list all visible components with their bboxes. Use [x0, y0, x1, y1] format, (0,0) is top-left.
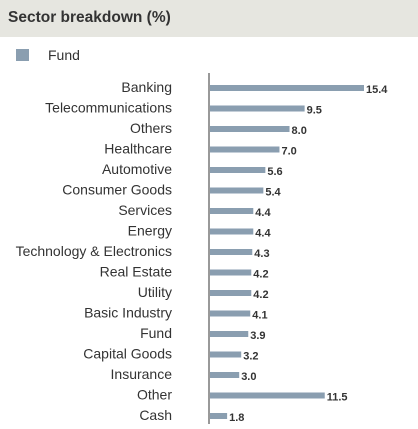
- value-label: 9.5: [307, 105, 322, 117]
- legend-swatch: [16, 49, 29, 61]
- bar: [209, 167, 266, 173]
- bar: [209, 310, 251, 317]
- bar: [209, 146, 280, 153]
- chart-header: Sector breakdown (%): [0, 0, 418, 37]
- bar: [209, 85, 364, 91]
- category-label: Real Estate: [100, 264, 173, 280]
- category-label: Energy: [128, 223, 172, 239]
- category-label: Consumer Goods: [62, 182, 172, 198]
- bar: [209, 208, 254, 214]
- category-label: Basic Industry: [84, 305, 172, 321]
- category-label: Cash: [139, 407, 172, 423]
- bar: [209, 187, 264, 194]
- category-label: Others: [130, 120, 172, 136]
- value-label: 15.4: [366, 84, 388, 96]
- category-label: Capital Goods: [83, 346, 172, 362]
- chart-title: Sector breakdown (%): [8, 9, 171, 26]
- category-label: Other: [137, 387, 172, 403]
- value-label: 7.0: [281, 146, 296, 158]
- value-label: 3.9: [250, 330, 265, 342]
- value-label: 8.0: [292, 125, 307, 137]
- bar: [209, 269, 252, 276]
- category-label: Banking: [121, 79, 172, 95]
- category-label: Insurance: [111, 366, 173, 382]
- value-label: 11.5: [327, 392, 348, 404]
- value-label: 3.0: [241, 371, 256, 383]
- value-label: 5.6: [267, 166, 282, 178]
- category-label: Telecommunications: [45, 100, 172, 116]
- bar: [209, 413, 228, 419]
- value-label: 4.4: [255, 207, 271, 219]
- category-label: Utility: [138, 284, 172, 300]
- category-label: Healthcare: [104, 141, 172, 157]
- category-label: Automotive: [102, 161, 172, 177]
- value-label: 4.4: [255, 228, 271, 240]
- category-label: Technology & Electronics: [16, 243, 172, 259]
- value-label: 1.8: [229, 412, 244, 424]
- value-label: 4.2: [253, 289, 268, 301]
- bar: [209, 105, 305, 112]
- value-label: 4.3: [254, 248, 269, 260]
- bar: [209, 228, 254, 235]
- category-label: Services: [118, 202, 172, 218]
- bar: [209, 372, 240, 378]
- bar: [209, 126, 290, 132]
- legend-label: Fund: [48, 47, 80, 63]
- bar: [209, 392, 325, 399]
- bar: [209, 249, 253, 255]
- value-label: 4.2: [253, 269, 268, 281]
- bar: [209, 331, 249, 337]
- value-label: 3.2: [243, 351, 258, 363]
- value-label: 4.1: [252, 310, 267, 322]
- value-label: 5.4: [265, 187, 281, 199]
- bar: [209, 351, 242, 358]
- category-label: Fund: [140, 325, 172, 341]
- bar: [209, 290, 252, 296]
